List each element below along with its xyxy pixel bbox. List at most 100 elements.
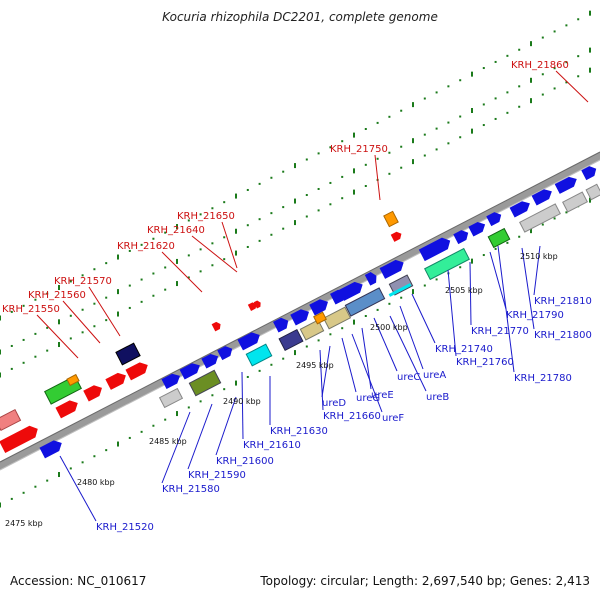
leader-line <box>215 396 237 456</box>
map-title: Kocuria rhizophila DC2201, complete geno… <box>162 10 438 24</box>
gene-label: KRH_21800 <box>534 330 592 341</box>
gene-feature <box>581 166 597 181</box>
gene-label: KRH_21790 <box>506 310 564 321</box>
gene-feature <box>179 363 200 380</box>
red-gene-marker <box>247 302 257 311</box>
gene-label: ureG <box>356 393 380 404</box>
gene-feature <box>217 346 233 361</box>
leader-line <box>88 286 121 337</box>
gene-feature <box>453 230 469 245</box>
gene-label: KRH_21760 <box>456 357 514 368</box>
leader-line <box>521 247 535 330</box>
tick-row-outer <box>0 10 591 321</box>
leader-line <box>221 221 238 269</box>
gene-feature <box>201 354 219 369</box>
kbp-label: 2490 kbp <box>223 397 261 406</box>
kbp-label: 2495 kbp <box>296 361 334 370</box>
gene-label: ureA <box>423 370 446 381</box>
gene-feature <box>237 332 260 351</box>
leader-line <box>351 333 383 413</box>
gene-label: KRH_21780 <box>514 373 572 384</box>
leader-line <box>555 70 589 103</box>
gene-feature <box>388 274 414 296</box>
gene-feature <box>273 317 289 333</box>
leader-line <box>321 345 331 398</box>
tick-row-inner <box>0 197 591 508</box>
kbp-label: 2485 kbp <box>149 437 187 446</box>
gene-feature <box>554 176 577 194</box>
gene-feature <box>468 222 486 237</box>
leader-line <box>187 403 213 470</box>
red-gene-marker <box>211 321 221 332</box>
gene-label: KRH_21660 <box>323 411 381 422</box>
gene-label: ureD <box>322 398 346 409</box>
gene-feature <box>344 287 386 317</box>
gene-features <box>0 166 600 459</box>
kbp-labels: 2475 kbp 2480 kbp 2485 kbp 2490 kbp 2495 kbp… <box>5 252 558 528</box>
gene-label: KRH_21860 <box>511 60 569 71</box>
leader-line <box>161 411 191 484</box>
gene-feature <box>115 342 141 366</box>
gene-feature <box>161 373 180 390</box>
gene-feature <box>424 247 470 281</box>
kbp-label: 2475 kbp <box>5 519 43 528</box>
gene-label: KRH_21600 <box>216 456 274 467</box>
topology-summary: Topology: circular; Length: 2,697,540 bp… <box>260 574 590 588</box>
kbp-label: 2500 kbp <box>370 323 408 332</box>
leader-line <box>373 317 398 372</box>
red-gene-marker <box>390 231 402 242</box>
gene-feature <box>418 237 451 262</box>
gene-feature <box>0 408 22 432</box>
kbp-label: 2510 kbp <box>520 252 558 261</box>
gene-label: KRH_21620 <box>117 241 175 252</box>
gene-feature <box>278 328 304 352</box>
leader-line <box>341 337 357 393</box>
gene-label: KRH_21590 <box>188 470 246 481</box>
gene-label: KRH_21610 <box>243 440 301 451</box>
gene-feature <box>562 191 588 213</box>
gene-label: KRH_21740 <box>435 344 493 355</box>
gene-feature <box>519 203 561 233</box>
gene-feature <box>39 440 62 459</box>
tick-row-upper <box>0 47 591 355</box>
gene-feature <box>245 343 273 367</box>
gene-feature <box>379 259 404 279</box>
gene-labels: KRH_21550 KRH_21560 KRH_21570 KRH_21620 KRH_… <box>2 60 592 533</box>
cyan-gene <box>388 283 412 297</box>
leader-line <box>469 261 472 326</box>
gene-label: KRH_21580 <box>162 484 220 495</box>
leader-line <box>59 455 97 522</box>
leader-line <box>62 300 101 344</box>
gene-label: KRH_21550 <box>2 304 60 315</box>
orange-gene <box>383 210 399 228</box>
gene-label: KRH_21810 <box>534 296 592 307</box>
gene-label: KRH_21770 <box>471 326 529 337</box>
leader-line <box>447 269 457 357</box>
gene-feature <box>585 183 600 201</box>
leader-line <box>241 371 244 440</box>
kbp-label: 2480 kbp <box>77 478 115 487</box>
gene-label: KRH_21520 <box>96 522 154 533</box>
gene-label: KRH_21750 <box>330 144 388 155</box>
kbp-label: 2505 kbp <box>445 286 483 295</box>
gene-feature <box>105 372 126 390</box>
gene-feature <box>299 319 325 341</box>
gene-label: KRH_21640 <box>147 225 205 236</box>
gene-label: KRH_21560 <box>28 290 86 301</box>
leader-line <box>389 315 427 392</box>
gene-label: ureB <box>426 392 449 403</box>
red-gene-marker <box>253 300 261 309</box>
gene-feature <box>158 387 184 409</box>
leader-line <box>361 327 372 390</box>
gene-label: ureC <box>397 372 420 383</box>
leader-line <box>374 154 381 201</box>
gene-label: KRH_21570 <box>54 276 112 287</box>
gene-feature <box>309 299 328 316</box>
gene-feature <box>487 227 511 249</box>
gene-feature <box>55 400 78 419</box>
orange-gene <box>66 373 80 387</box>
gene-feature <box>188 369 222 397</box>
gene-feature <box>509 201 530 218</box>
gene-feature <box>531 189 552 206</box>
